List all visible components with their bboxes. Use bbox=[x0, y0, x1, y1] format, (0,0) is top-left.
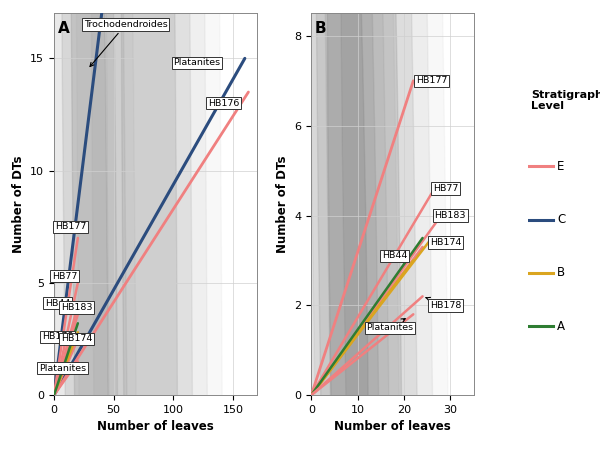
Text: HB183: HB183 bbox=[61, 303, 92, 312]
Text: HB178: HB178 bbox=[42, 332, 73, 341]
Ellipse shape bbox=[69, 0, 110, 449]
X-axis label: Number of leaves: Number of leaves bbox=[334, 420, 451, 433]
Ellipse shape bbox=[321, 0, 422, 449]
Text: A: A bbox=[557, 320, 565, 333]
X-axis label: Number of leaves: Number of leaves bbox=[97, 420, 214, 433]
Ellipse shape bbox=[293, 0, 404, 449]
Ellipse shape bbox=[58, 0, 122, 449]
Text: HB177: HB177 bbox=[55, 222, 86, 231]
Text: HB44: HB44 bbox=[382, 251, 407, 260]
Ellipse shape bbox=[304, 0, 392, 449]
Ellipse shape bbox=[73, 0, 226, 449]
Y-axis label: Number of DTs: Number of DTs bbox=[276, 155, 289, 253]
Ellipse shape bbox=[316, 0, 381, 449]
Ellipse shape bbox=[328, 0, 370, 449]
Text: HB174: HB174 bbox=[430, 238, 461, 247]
Text: HB183: HB183 bbox=[434, 211, 466, 220]
Y-axis label: Number of DTs: Number of DTs bbox=[12, 155, 25, 253]
Text: HB44: HB44 bbox=[45, 299, 70, 308]
Text: B: B bbox=[557, 267, 565, 279]
Text: HB176: HB176 bbox=[208, 99, 239, 108]
Ellipse shape bbox=[89, 0, 209, 449]
Ellipse shape bbox=[339, 0, 404, 449]
Ellipse shape bbox=[285, 0, 458, 449]
Text: HB77: HB77 bbox=[433, 184, 458, 193]
Ellipse shape bbox=[35, 0, 145, 449]
Ellipse shape bbox=[46, 0, 133, 449]
Ellipse shape bbox=[105, 0, 194, 449]
Text: Trochodendroides: Trochodendroides bbox=[83, 20, 167, 66]
Text: E: E bbox=[557, 160, 565, 172]
Text: B: B bbox=[314, 21, 326, 36]
Text: Platanites: Platanites bbox=[173, 58, 221, 67]
Text: HB77: HB77 bbox=[52, 272, 77, 281]
Text: HB178: HB178 bbox=[426, 297, 461, 310]
Text: Platanites: Platanites bbox=[39, 364, 86, 373]
Text: HB177: HB177 bbox=[416, 76, 448, 85]
Text: Platanites: Platanites bbox=[367, 319, 413, 332]
Ellipse shape bbox=[303, 0, 440, 449]
Text: Stratigraphic
Level: Stratigraphic Level bbox=[532, 90, 600, 111]
Text: HB174: HB174 bbox=[61, 335, 92, 343]
Ellipse shape bbox=[121, 0, 178, 449]
Text: A: A bbox=[58, 21, 70, 36]
Text: C: C bbox=[557, 213, 565, 226]
